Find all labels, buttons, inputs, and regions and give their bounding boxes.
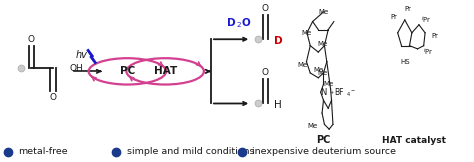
- Text: simple and mild conditions: simple and mild conditions: [127, 147, 255, 156]
- Text: metal-free: metal-free: [18, 147, 68, 156]
- Text: Me: Me: [319, 9, 328, 15]
- Text: HAT catalyst: HAT catalyst: [382, 136, 446, 145]
- Text: Me: Me: [317, 70, 327, 76]
- Text: Me: Me: [302, 30, 312, 36]
- Text: HS: HS: [400, 59, 410, 65]
- Text: Me: Me: [313, 67, 323, 73]
- Text: Me: Me: [323, 81, 333, 87]
- Text: $_4$$^-$: $_4$$^-$: [346, 89, 356, 99]
- Text: OH: OH: [69, 64, 83, 73]
- Text: Me: Me: [297, 62, 307, 68]
- Text: $^i$Pr: $^i$Pr: [423, 46, 434, 58]
- Text: Pr: Pr: [391, 14, 397, 20]
- Text: N: N: [320, 88, 327, 97]
- Text: Pr: Pr: [431, 33, 438, 39]
- Polygon shape: [88, 51, 95, 63]
- Text: PC: PC: [120, 66, 135, 76]
- Text: $^i$Pr: $^i$Pr: [420, 14, 431, 26]
- Text: D: D: [227, 18, 236, 28]
- Text: O: O: [262, 4, 269, 13]
- Text: $^+$: $^+$: [328, 91, 335, 97]
- Text: O: O: [49, 93, 56, 102]
- Text: Pr: Pr: [405, 6, 411, 12]
- Text: H: H: [274, 100, 282, 110]
- Text: PC: PC: [316, 135, 331, 145]
- Text: Me: Me: [307, 123, 317, 129]
- Text: BF: BF: [334, 88, 343, 97]
- Text: inexpensive deuterium source: inexpensive deuterium source: [252, 147, 396, 156]
- Text: HAT: HAT: [154, 66, 177, 76]
- Text: D: D: [274, 36, 283, 46]
- Text: O: O: [262, 69, 269, 77]
- Text: Me: Me: [317, 41, 327, 47]
- Text: $_2$O: $_2$O: [236, 16, 251, 30]
- Text: O: O: [28, 35, 35, 44]
- Text: hv: hv: [76, 50, 88, 60]
